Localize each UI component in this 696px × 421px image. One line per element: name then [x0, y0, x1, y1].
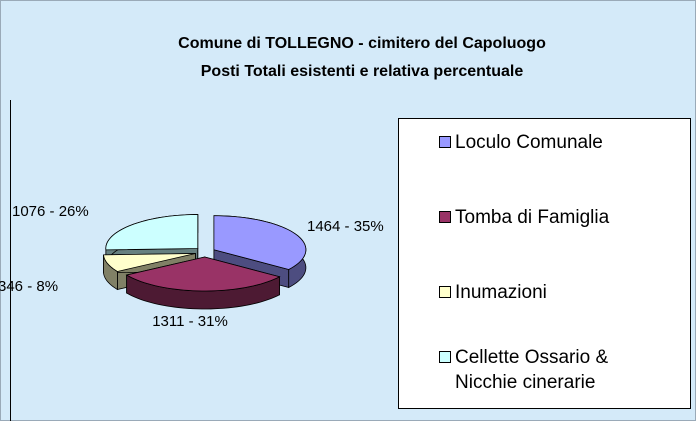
chart-title: Comune di TOLLEGNO - cimitero del Capolu… — [178, 35, 546, 52]
legend-label: Loculo Comunale — [455, 132, 603, 153]
value-label: 1464 - 35% — [307, 218, 384, 235]
slice-top — [103, 253, 196, 272]
slice-top — [105, 214, 199, 251]
value-label: 1076 - 26% — [12, 203, 89, 220]
legend-swatch — [439, 211, 451, 223]
legend-swatch — [439, 136, 451, 148]
legend-swatch — [439, 351, 451, 363]
legend-label: Cellette Ossario & Nicchie cinerarie — [455, 347, 608, 393]
legend-entries: Loculo Comunale Tomba di Famiglia Inumazio… — [439, 132, 610, 393]
chart-subtitle: Posti Totali esistenti e relativa percen… — [201, 63, 524, 80]
value-labels: 1464 - 35% 1311 - 31% 346 - 8% 1076 - 26% — [0, 203, 384, 330]
pie — [103, 214, 307, 310]
slice-top — [125, 256, 281, 292]
value-label: 1311 - 31% — [152, 313, 228, 330]
legend-label: Inumazioni — [455, 282, 547, 303]
legend-swatch — [439, 286, 451, 298]
legend-label: Tomba di Famiglia — [455, 207, 610, 228]
slice-top — [213, 215, 307, 270]
pie-slice — [125, 256, 281, 310]
value-label: 346 - 8% — [0, 278, 58, 295]
